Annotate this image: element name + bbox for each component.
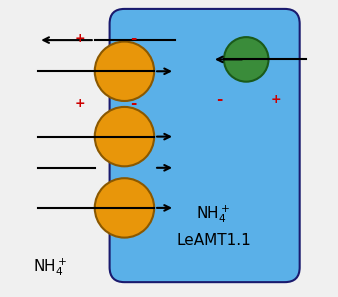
Circle shape: [95, 107, 154, 166]
Text: +: +: [75, 32, 85, 45]
Text: -: -: [130, 31, 137, 46]
Text: -: -: [130, 97, 137, 111]
Text: +: +: [271, 93, 281, 106]
Text: -: -: [216, 92, 223, 107]
Text: +: +: [75, 97, 85, 110]
Text: LeAMT1.1: LeAMT1.1: [176, 233, 251, 248]
Circle shape: [95, 42, 154, 101]
FancyBboxPatch shape: [110, 9, 300, 282]
Circle shape: [224, 37, 268, 82]
Circle shape: [95, 178, 154, 238]
Text: NH$_4^+$: NH$_4^+$: [33, 256, 67, 278]
Text: NH$_4^+$: NH$_4^+$: [196, 203, 231, 225]
